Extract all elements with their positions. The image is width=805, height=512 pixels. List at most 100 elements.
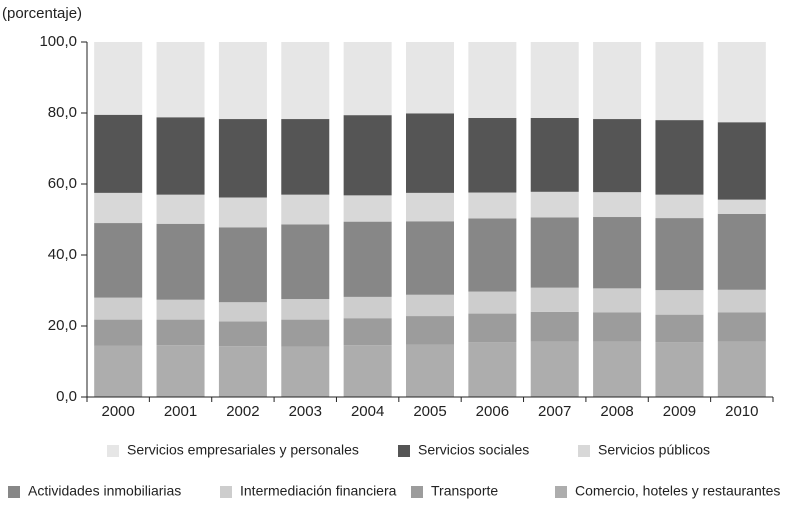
bar-segment [655,218,704,291]
legend-label: Servicios empresariales y personales [127,442,359,458]
legend-swatch [578,445,590,457]
bar-segment [717,213,766,290]
bar-segment [530,287,579,312]
legend-swatch [555,486,567,498]
x-tick-label: 2006 [476,403,509,420]
bar-segment [468,42,517,118]
bar-segment [593,312,642,342]
bar-segment [281,346,330,397]
bar-segment [94,192,143,224]
bar-segment [156,117,205,195]
bar-segment [406,113,454,193]
bar-segment [218,42,267,120]
bar-segment [655,120,704,195]
bar-segment [218,321,267,347]
bar-segment [468,218,517,292]
bar-segment [406,294,454,317]
bar-segment [468,342,517,397]
bar-segment [530,217,579,288]
bar-segment [717,122,766,200]
bar-segment [717,199,766,214]
bar-segment [406,221,454,295]
bar-segment [281,224,330,300]
bar-segment [94,223,143,298]
bar-segment [406,192,454,222]
bar-segment [406,42,454,114]
bar-segment [655,42,704,121]
x-tick-label: 2007 [538,403,571,420]
bar-segment [218,227,267,303]
bar-segment [530,42,579,118]
bar-segment [593,288,642,313]
legend-swatch [107,445,119,457]
bar-segment [94,114,143,193]
bar-segment [655,314,704,343]
bar-segment [468,313,517,343]
bar-segment [218,346,267,397]
y-tick-label: 100,0 [39,33,77,50]
legend-swatch [8,486,20,498]
legend-label: Intermediación financiera [240,483,397,499]
bar-segment [717,289,766,313]
bar-segment [281,42,330,120]
bar-segment [468,192,517,219]
bar-segment [281,299,330,320]
legend-swatch [411,486,423,498]
bar-segment [281,119,330,195]
bar-segment [593,341,642,397]
bar-segment [655,290,704,315]
y-tick-label: 60,0 [48,175,77,192]
x-tick-label: 2008 [600,403,633,420]
bar-segment [593,42,642,120]
x-tick-label: 2009 [663,403,696,420]
y-axis-label: (porcentaje) [2,5,82,22]
bar-segment [593,217,642,289]
bar-segment [94,319,143,346]
bar-segment [468,291,517,314]
bar-segment [218,119,267,198]
legend-swatch [220,486,232,498]
bar-segment [530,341,579,397]
x-tick-label: 2002 [226,403,259,420]
x-tick-label: 2010 [725,403,758,420]
bar-segment [343,221,392,297]
legend-label: Transporte [431,483,498,499]
bar-segment [655,342,704,397]
x-tick-label: 2004 [351,403,384,420]
x-tick-label: 2001 [164,403,197,420]
bar-segment [593,192,642,218]
bar-segment [468,117,517,193]
bar-segment [281,319,330,347]
y-tick-label: 20,0 [48,317,77,334]
x-tick-label: 2003 [289,403,322,420]
bar-segment [156,299,205,320]
bar-segment [94,345,143,397]
bar-segment [156,319,205,346]
legend-label: Actividades inmobiliarias [28,483,181,499]
bar-segment [156,42,205,118]
bar-segment [156,194,205,224]
bar-segment [218,302,267,322]
bar-segment [343,318,392,346]
bar-segment [406,316,454,345]
bar-segment [530,311,579,342]
bar-segment [343,296,392,319]
bar-segment [156,345,205,397]
bar-segment [281,194,330,225]
legend-swatch [398,445,410,457]
y-tick-label: 0,0 [56,388,77,405]
bar-segment [343,42,392,116]
bar-segment [406,344,454,397]
bar-segment [717,341,766,397]
bar-segment [530,117,579,192]
legend-label: Servicios sociales [418,442,529,458]
x-tick-label: 2000 [101,403,134,420]
bar-segment [717,42,766,123]
y-tick-label: 40,0 [48,246,77,263]
bar-segment [593,119,642,193]
bar-segment [343,195,392,222]
bar-segment [218,197,267,228]
bar-segment [94,297,143,320]
legend-label: Servicios públicos [598,442,710,458]
